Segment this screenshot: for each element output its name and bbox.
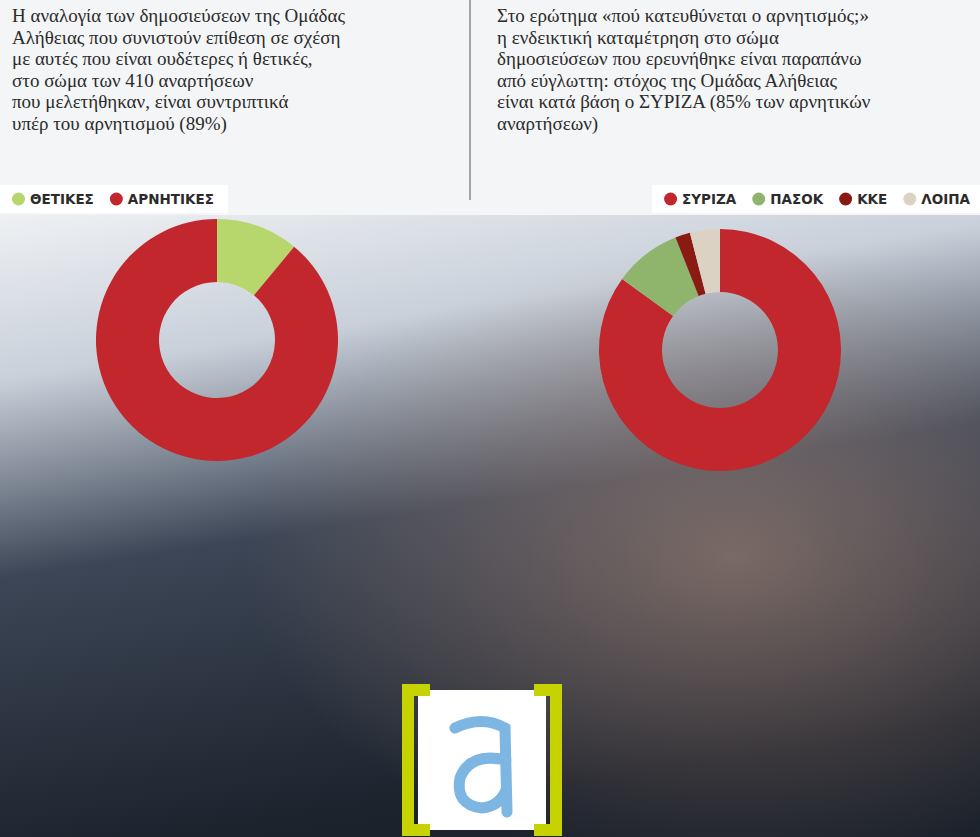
header-background <box>0 0 980 215</box>
title-line: Στο ερώτημα «πού κατευθύνεται ο αρνητισμ… <box>497 5 869 26</box>
donut <box>599 229 841 471</box>
legend: ΘΕΤΙΚΕΣ ΑΡΝΗΤΙΚΕΣ <box>0 185 228 213</box>
donut-slice <box>599 229 841 471</box>
legend-swatch <box>839 193 852 206</box>
chart-title: Η αναλογία των δημοσιεύσεων της ΟμάδαςΑλ… <box>12 5 345 135</box>
legend-label: ΑΡΝΗΤΙΚΕΣ <box>128 191 214 207</box>
chart: Στο ερώτημα «πού κατευθύνεται ο αρνητισμ… <box>497 5 980 471</box>
title-line: Η αναλογία των δημοσιεύσεων της Ομάδας <box>12 5 345 26</box>
title-line: που μελετήθηκαν, είναι συντριπτικά <box>12 91 288 112</box>
chart: Η αναλογία των δημοσιεύσεων της ΟμάδαςΑλ… <box>0 5 345 461</box>
legend-background <box>0 185 228 213</box>
legend-label: ΠΑΣΟΚ <box>770 191 823 207</box>
legend-swatch <box>12 193 25 206</box>
legend-label: ΛΟΙΠΑ <box>921 191 970 207</box>
legend-item: ΚΚΕ <box>839 191 887 207</box>
canvas: Η αναλογία των δημοσιεύσεων της ΟμάδαςΑλ… <box>0 0 980 837</box>
legend-label: ΚΚΕ <box>857 191 887 207</box>
logo-background <box>418 690 546 830</box>
legend-background <box>652 185 980 213</box>
legend-item: ΘΕΤΙΚΕΣ <box>12 191 94 207</box>
logo-bracket <box>534 690 556 830</box>
donut <box>96 219 338 461</box>
chart-title: Στο ερώτημα «πού κατευθύνεται ο αρνητισμ… <box>497 5 871 135</box>
title-line: δημοσιεύσεων που ερευνήθηκε είναι παραπά… <box>497 48 861 69</box>
legend-swatch <box>664 193 677 206</box>
legend-item: ΠΑΣΟΚ <box>752 191 823 207</box>
title-line: στο σώμα των 410 αναρτήσεων <box>12 70 254 91</box>
legend-swatch <box>752 193 765 206</box>
title-line: με αυτές που είναι ουδέτερες ή θετικές, <box>12 48 312 69</box>
title-line: είναι κατά βάση ο ΣΥΡΙΖΑ (85% των αρνητι… <box>497 91 871 113</box>
title-line: υπέρ του αρνητισμού (89%) <box>12 113 227 135</box>
photo-background <box>0 215 980 837</box>
title-line: από εύγλωττη: στόχος της Ομάδας Αλήθειας <box>497 70 837 91</box>
logo-bracket <box>408 690 430 830</box>
legend-swatch <box>110 193 123 206</box>
legend: ΣΥΡΙΖΑ ΠΑΣΟΚ ΚΚΕ ΛΟΙΠΑ <box>652 185 980 213</box>
legend-item: ΛΟΙΠΑ <box>903 191 970 207</box>
title-line: η ενδεικτική καταμέτρηση στο σώμα <box>497 27 779 48</box>
legend-swatch <box>903 193 916 206</box>
legend-label: ΘΕΤΙΚΕΣ <box>30 191 94 207</box>
divider <box>470 0 471 200</box>
legend-label: ΣΥΡΙΖΑ <box>682 191 737 207</box>
logo <box>408 690 556 830</box>
title-line: αναρτήσεων) <box>497 113 598 135</box>
legend-item: ΑΡΝΗΤΙΚΕΣ <box>110 191 214 207</box>
photo-glow <box>0 215 980 837</box>
legend-item: ΣΥΡΙΖΑ <box>664 191 737 207</box>
logo-letter <box>455 722 507 813</box>
donut-slice <box>690 229 720 294</box>
donut-slice <box>96 219 338 461</box>
title-line: Αλήθειας που συνιστούν επίθεση σε σχέση <box>12 27 340 48</box>
